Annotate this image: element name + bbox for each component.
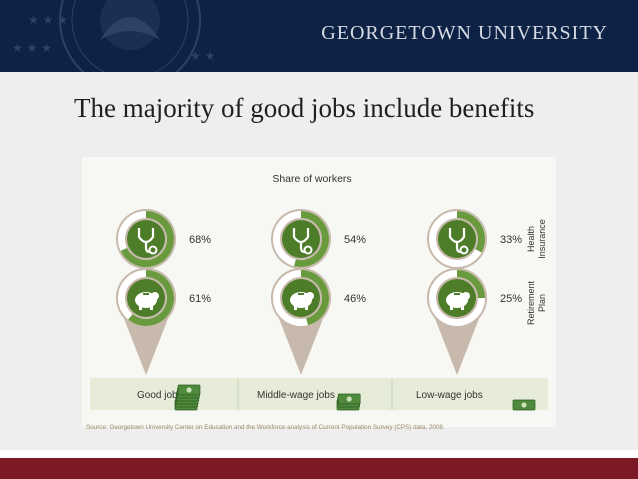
category-label: Low-wage jobs xyxy=(416,390,483,401)
piggy-leg xyxy=(305,306,308,310)
piggy-coin-slot xyxy=(298,293,304,295)
value-label: 54% xyxy=(344,234,366,246)
money-bill-center xyxy=(346,396,352,402)
piggy-leg xyxy=(450,306,453,310)
donut-arc xyxy=(456,270,485,299)
donut-center xyxy=(282,220,320,258)
value-label: 25% xyxy=(500,293,522,305)
stethoscope-chestpiece xyxy=(303,245,313,255)
value-label: 46% xyxy=(344,293,366,305)
stethoscope-icon xyxy=(448,228,469,255)
money-stack-icon xyxy=(512,399,536,411)
chart-marks: 68% 54% 33% 61% 46% 25% Good jobs Middle-wage j… xyxy=(90,209,548,411)
stethoscope-tubes xyxy=(137,228,155,244)
donut-arc xyxy=(120,211,174,267)
piggy-bank-icon xyxy=(446,292,470,310)
category-strip xyxy=(90,378,548,410)
piggy-leg xyxy=(294,306,297,310)
donut-center xyxy=(438,220,476,258)
source-note: Source: Georgetown University Center on … xyxy=(86,424,445,431)
donut-arc xyxy=(300,270,329,326)
stethoscope-chestpiece xyxy=(459,245,469,255)
row-label-retirement: Retirement Plan xyxy=(526,280,547,325)
stethoscope-icon xyxy=(292,228,313,255)
piggy-coin-slot xyxy=(454,293,460,295)
stethoscope-tubes xyxy=(292,228,310,244)
piggy-bank-icon xyxy=(290,292,314,310)
piggy-head xyxy=(462,292,470,300)
header-banner: ★ ★ ★ ★ ★ ★ ★ ★ GEORGETOWN UNIVERSITY xyxy=(0,0,638,72)
piggy-head xyxy=(306,292,314,300)
university-wordmark: GEORGETOWN UNIVERSITY xyxy=(321,22,608,44)
money-bill-center xyxy=(186,387,192,393)
stethoscope-icon xyxy=(137,228,158,255)
footer-bar xyxy=(0,458,638,479)
row-label-retirement-line-1: Retirement xyxy=(526,280,536,325)
piggy-leg xyxy=(461,306,464,310)
piggy-leg xyxy=(139,306,142,310)
value-label: 68% xyxy=(189,234,211,246)
row-label-retirement-line-2: Plan xyxy=(537,294,547,312)
seal-watermark-icon: ★ ★ ★ ★ ★ ★ ★ ★ xyxy=(12,0,215,72)
donut-center xyxy=(127,220,165,258)
benefits-chart: Share of workers Health Insurance Retire… xyxy=(90,173,548,411)
money-stack-icon xyxy=(336,393,361,411)
donut-arc xyxy=(294,211,329,267)
category-label: Good jobs xyxy=(137,390,183,401)
stethoscope-tubes xyxy=(448,228,466,244)
piggy-coin-slot xyxy=(143,293,149,295)
stethoscope-chestpiece xyxy=(148,245,158,255)
chart-title: Share of workers xyxy=(272,173,351,185)
money-stack-icon xyxy=(174,384,201,411)
piggy-bank-icon xyxy=(135,292,159,310)
svg-text:★ ★ ★: ★ ★ ★ xyxy=(28,13,68,27)
piggy-head xyxy=(151,292,159,300)
row-label-health-line-1: Health xyxy=(526,226,536,252)
money-bill-center xyxy=(521,402,527,408)
row-label-health-line-2: Insurance xyxy=(537,219,547,259)
value-label: 33% xyxy=(500,234,522,246)
value-label: 61% xyxy=(189,293,211,305)
svg-text:★ ★ ★: ★ ★ ★ xyxy=(12,41,52,55)
slide-title: The majority of good jobs include benefi… xyxy=(74,93,535,123)
svg-text:★ ★: ★ ★ xyxy=(190,49,215,63)
donut-arc xyxy=(128,270,174,326)
row-label-health: Health Insurance xyxy=(526,219,547,259)
donut-arc xyxy=(456,211,485,253)
category-label: Middle-wage jobs xyxy=(257,390,335,401)
piggy-leg xyxy=(150,306,153,310)
